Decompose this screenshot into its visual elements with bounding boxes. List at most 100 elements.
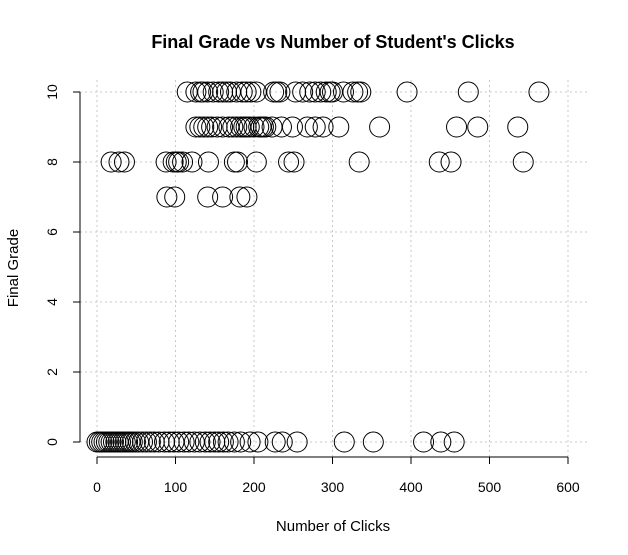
data-point — [269, 81, 291, 103]
data-point — [446, 116, 468, 138]
data-point — [199, 431, 221, 453]
y-tick-label: 6 — [44, 228, 60, 236]
data-point — [310, 81, 332, 103]
data-point — [512, 151, 534, 173]
data-point — [139, 431, 161, 453]
data-point — [312, 116, 334, 138]
data-point — [212, 116, 234, 138]
data-point — [333, 431, 355, 453]
data-point — [238, 116, 260, 138]
axes: 0 100 200 300 400 500 600 0 2 4 6 8 10 — [44, 84, 580, 495]
data-point — [283, 151, 305, 173]
grid — [80, 80, 588, 458]
data-point — [230, 431, 252, 453]
data-point — [231, 81, 253, 103]
data-point — [197, 81, 219, 103]
data-point — [239, 431, 261, 453]
y-tick-label: 8 — [44, 158, 60, 166]
x-tick-label: 100 — [164, 479, 188, 495]
data-point — [369, 116, 391, 138]
data-points — [86, 81, 550, 453]
y-axis-label: Final Grade — [5, 229, 22, 307]
data-point — [243, 116, 265, 138]
data-point — [155, 151, 177, 173]
data-point — [328, 116, 350, 138]
x-tick-label: 200 — [242, 479, 266, 495]
y-tick-label: 0 — [44, 438, 60, 446]
data-point — [348, 151, 370, 173]
data-point — [223, 431, 245, 453]
data-point — [168, 151, 190, 173]
data-point — [168, 431, 190, 453]
data-point — [173, 431, 195, 453]
data-point — [413, 431, 435, 453]
data-point — [350, 81, 372, 103]
data-point — [286, 431, 308, 453]
data-point — [507, 116, 529, 138]
data-point — [362, 431, 384, 453]
data-point — [342, 81, 364, 103]
data-point — [396, 81, 418, 103]
data-point — [245, 151, 267, 173]
data-point — [189, 116, 211, 138]
data-point — [197, 151, 219, 173]
data-point — [271, 431, 293, 453]
data-point — [132, 431, 154, 453]
data-point — [236, 186, 258, 208]
data-point — [255, 116, 277, 138]
x-tick-label: 400 — [399, 479, 423, 495]
data-point — [264, 431, 286, 453]
data-point — [185, 116, 207, 138]
data-point — [113, 151, 135, 173]
data-point — [172, 151, 194, 173]
data-point — [332, 81, 354, 103]
data-point — [296, 116, 318, 138]
data-point — [208, 81, 230, 103]
data-point — [229, 186, 251, 208]
data-point — [185, 81, 207, 103]
data-point — [178, 431, 200, 453]
data-point — [227, 151, 249, 173]
data-point — [440, 151, 462, 173]
x-axis-label: Number of Clicks — [276, 518, 390, 535]
data-point — [240, 81, 262, 103]
data-point — [164, 186, 186, 208]
data-point — [197, 186, 219, 208]
data-point — [304, 81, 326, 103]
data-point — [156, 186, 178, 208]
data-point — [247, 431, 269, 453]
data-point — [428, 151, 450, 173]
data-point — [467, 116, 489, 138]
data-point — [457, 81, 479, 103]
data-point — [212, 186, 234, 208]
x-tick-label: 600 — [556, 479, 580, 495]
data-point — [189, 431, 211, 453]
data-point — [430, 431, 452, 453]
data-point — [135, 431, 157, 453]
data-point — [201, 116, 223, 138]
data-point — [281, 116, 303, 138]
x-tick-label: 500 — [478, 479, 502, 495]
data-point — [270, 116, 292, 138]
data-point — [261, 116, 283, 138]
data-point — [202, 81, 224, 103]
y-tick-label: 10 — [44, 84, 60, 100]
data-point — [315, 81, 337, 103]
data-point — [217, 431, 239, 453]
data-point — [304, 116, 326, 138]
data-point — [197, 116, 219, 138]
x-tick-label: 300 — [321, 479, 345, 495]
x-tick-label: 0 — [93, 479, 101, 495]
data-point — [235, 81, 257, 103]
data-point — [108, 151, 130, 173]
data-point — [208, 431, 230, 453]
data-point — [292, 81, 314, 103]
y-tick-label: 2 — [44, 368, 60, 376]
y-tick-label: 4 — [44, 298, 60, 306]
data-point — [222, 116, 244, 138]
data-point — [278, 151, 300, 173]
data-point — [212, 431, 234, 453]
data-point — [100, 151, 122, 173]
data-point — [226, 116, 248, 138]
